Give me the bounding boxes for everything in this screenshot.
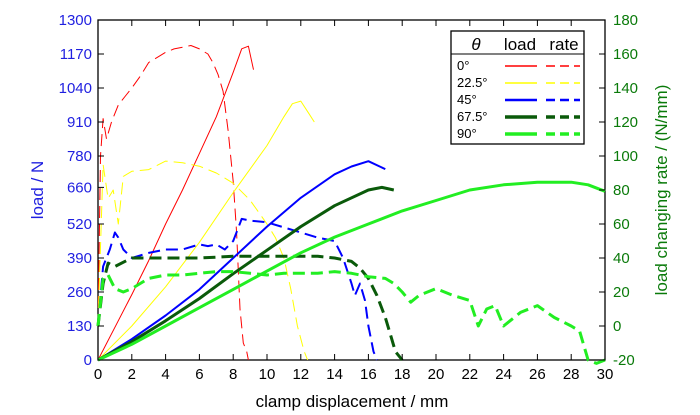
left-tick-label: 1300 [59, 12, 92, 29]
series-load-90deg [97, 180, 606, 362]
series-load-67-5deg [97, 185, 395, 362]
left-tick-label: 260 [67, 284, 92, 301]
right-tick-label: 100 [613, 148, 638, 165]
series-load-0deg [97, 45, 254, 361]
left-tick-label: 1040 [59, 80, 92, 97]
bottom-tick-label: 12 [292, 366, 309, 383]
legend-header-load: load [504, 35, 536, 54]
series-rate-67-5deg [96, 254, 404, 361]
left-tick-label: 520 [67, 216, 92, 233]
legend-label: 67.5° [457, 109, 488, 124]
bottom-tick-label: 26 [529, 366, 546, 383]
bottom-tick-label: 2 [128, 366, 136, 383]
legend: θ load rate 0° 22.5° 45° 67.5° 90° [450, 30, 585, 145]
series-load-22-5deg [97, 100, 315, 361]
legend-rows: 0° 22.5° 45° 67.5° 90° [457, 58, 580, 141]
legend-header-rate: rate [549, 35, 578, 54]
right-tick-label: 180 [613, 12, 638, 29]
left-tick-label: 390 [67, 250, 92, 267]
series-rate-45deg [97, 217, 378, 361]
bottom-tick-label: 10 [259, 366, 276, 383]
bottom-tick-label: 6 [195, 366, 203, 383]
right-tick-label: 60 [613, 216, 630, 233]
legend-label: 0° [457, 58, 469, 73]
bottom-tick-label: 30 [597, 366, 614, 383]
bottom-axis-ticks: 0 2 4 6 8 10 12 14 16 18 20 22 24 26 28 30 [94, 20, 614, 383]
series-layer [96, 45, 606, 365]
series-rate-0deg [97, 45, 249, 361]
right-axis-ticks: -20 0 20 40 60 80 100 120 140 160 180 [599, 12, 638, 369]
bottom-tick-label: 20 [428, 366, 445, 383]
right-tick-label: 0 [613, 318, 621, 335]
bottom-tick-label: 14 [326, 366, 343, 383]
x-axis-label: clamp displacement / mm [256, 392, 449, 411]
left-tick-label: 0 [84, 352, 92, 369]
legend-label: 90° [457, 126, 477, 141]
bottom-tick-label: 22 [461, 366, 478, 383]
bottom-tick-label: 16 [360, 366, 377, 383]
legend-label: 45° [457, 92, 477, 107]
bottom-tick-label: 18 [394, 366, 411, 383]
right-tick-label: 80 [613, 182, 630, 199]
legend-label: 22.5° [457, 75, 488, 90]
left-tick-label: 130 [67, 318, 92, 335]
right-tick-label: -20 [613, 352, 635, 369]
left-axis-ticks: 0 130 260 390 520 660 780 910 1040 1170 1300 [59, 12, 104, 369]
series-load-45deg [97, 160, 386, 361]
bottom-tick-label: 0 [94, 366, 102, 383]
right-tick-label: 140 [613, 80, 638, 97]
left-tick-label: 780 [67, 148, 92, 165]
legend-box [450, 30, 585, 145]
left-tick-label: 1170 [60, 46, 92, 63]
y-axis-label: load / N [28, 161, 47, 220]
right-tick-label: 40 [613, 250, 630, 267]
series-rate-90deg [96, 270, 606, 365]
series-rate-22-5deg [97, 160, 309, 361]
right-tick-label: 160 [613, 46, 638, 63]
bottom-tick-label: 8 [229, 366, 237, 383]
legend-header-theta: θ [471, 35, 481, 54]
y2-axis-label: load changing rate / (N/mm) [652, 85, 671, 296]
left-tick-label: 910 [67, 114, 92, 131]
bottom-tick-label: 24 [495, 366, 512, 383]
right-tick-label: 120 [613, 114, 638, 131]
bottom-tick-label: 28 [563, 366, 580, 383]
left-tick-label: 660 [67, 179, 92, 196]
right-tick-label: 20 [613, 284, 630, 301]
bottom-tick-label: 4 [161, 366, 169, 383]
